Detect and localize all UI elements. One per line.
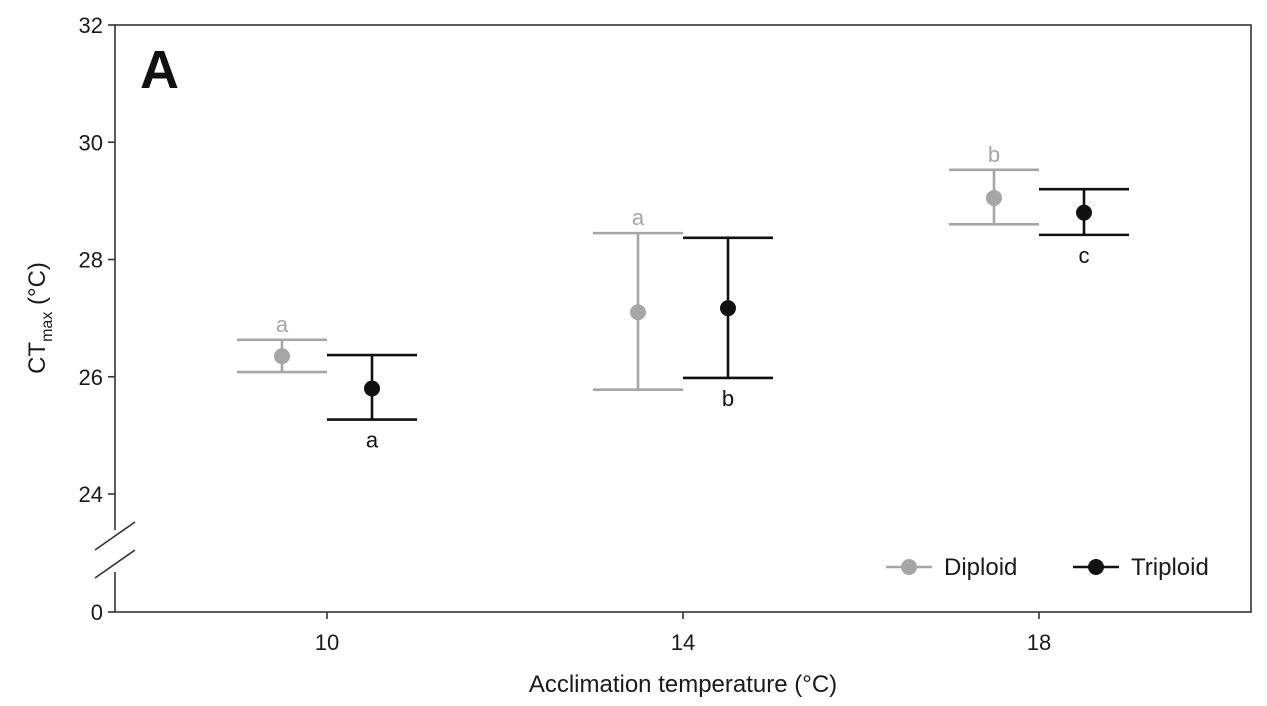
axis-break-mark-lower [94, 549, 136, 579]
point-triploid [364, 380, 380, 397]
legend-marker-triploid [1088, 559, 1104, 575]
y-axis-ticks: 0 24 26 28 30 32 [79, 13, 115, 625]
x-axis-ticks: 10 14 18 [315, 612, 1051, 655]
significance-letter-triploid: c [1079, 243, 1090, 268]
x-tick-label: 10 [315, 630, 339, 655]
y-axis-title: CTmax (°C) [24, 262, 56, 374]
y-tick-label: 0 [91, 600, 103, 625]
y-tick-label: 24 [79, 482, 103, 507]
y-tick-label: 30 [79, 130, 103, 155]
point-diploid [986, 189, 1002, 206]
significance-letter-triploid: b [722, 386, 734, 411]
data-marks: a a b a b c [237, 142, 1129, 453]
legend: Diploid Triploid [886, 554, 1209, 581]
legend-label-triploid: Triploid [1131, 554, 1209, 581]
y-tick-label: 28 [79, 248, 103, 273]
point-triploid [720, 300, 736, 317]
y-tick-label: 26 [79, 365, 103, 390]
x-tick-label: 18 [1027, 630, 1051, 655]
significance-letter-triploid: a [366, 428, 379, 453]
y-axis-title-sub: max [39, 312, 56, 342]
legend-marker-diploid [901, 559, 917, 575]
point-diploid [274, 348, 290, 365]
point-triploid [1076, 204, 1092, 221]
panel-label: A [140, 40, 179, 100]
legend-label-diploid: Diploid [944, 554, 1017, 581]
y-axis-title-main: CT [24, 342, 51, 374]
significance-letter-diploid: a [632, 205, 645, 230]
point-diploid [630, 304, 646, 321]
y-axis-title-unit: (°C) [24, 262, 51, 312]
x-axis-title: Acclimation temperature (°C) [529, 671, 837, 698]
significance-letter-diploid: b [988, 142, 1000, 167]
significance-letter-diploid: a [276, 312, 289, 337]
y-tick-label: 32 [79, 13, 103, 38]
axis-break-mark-upper [94, 521, 136, 551]
x-tick-label: 14 [671, 630, 695, 655]
